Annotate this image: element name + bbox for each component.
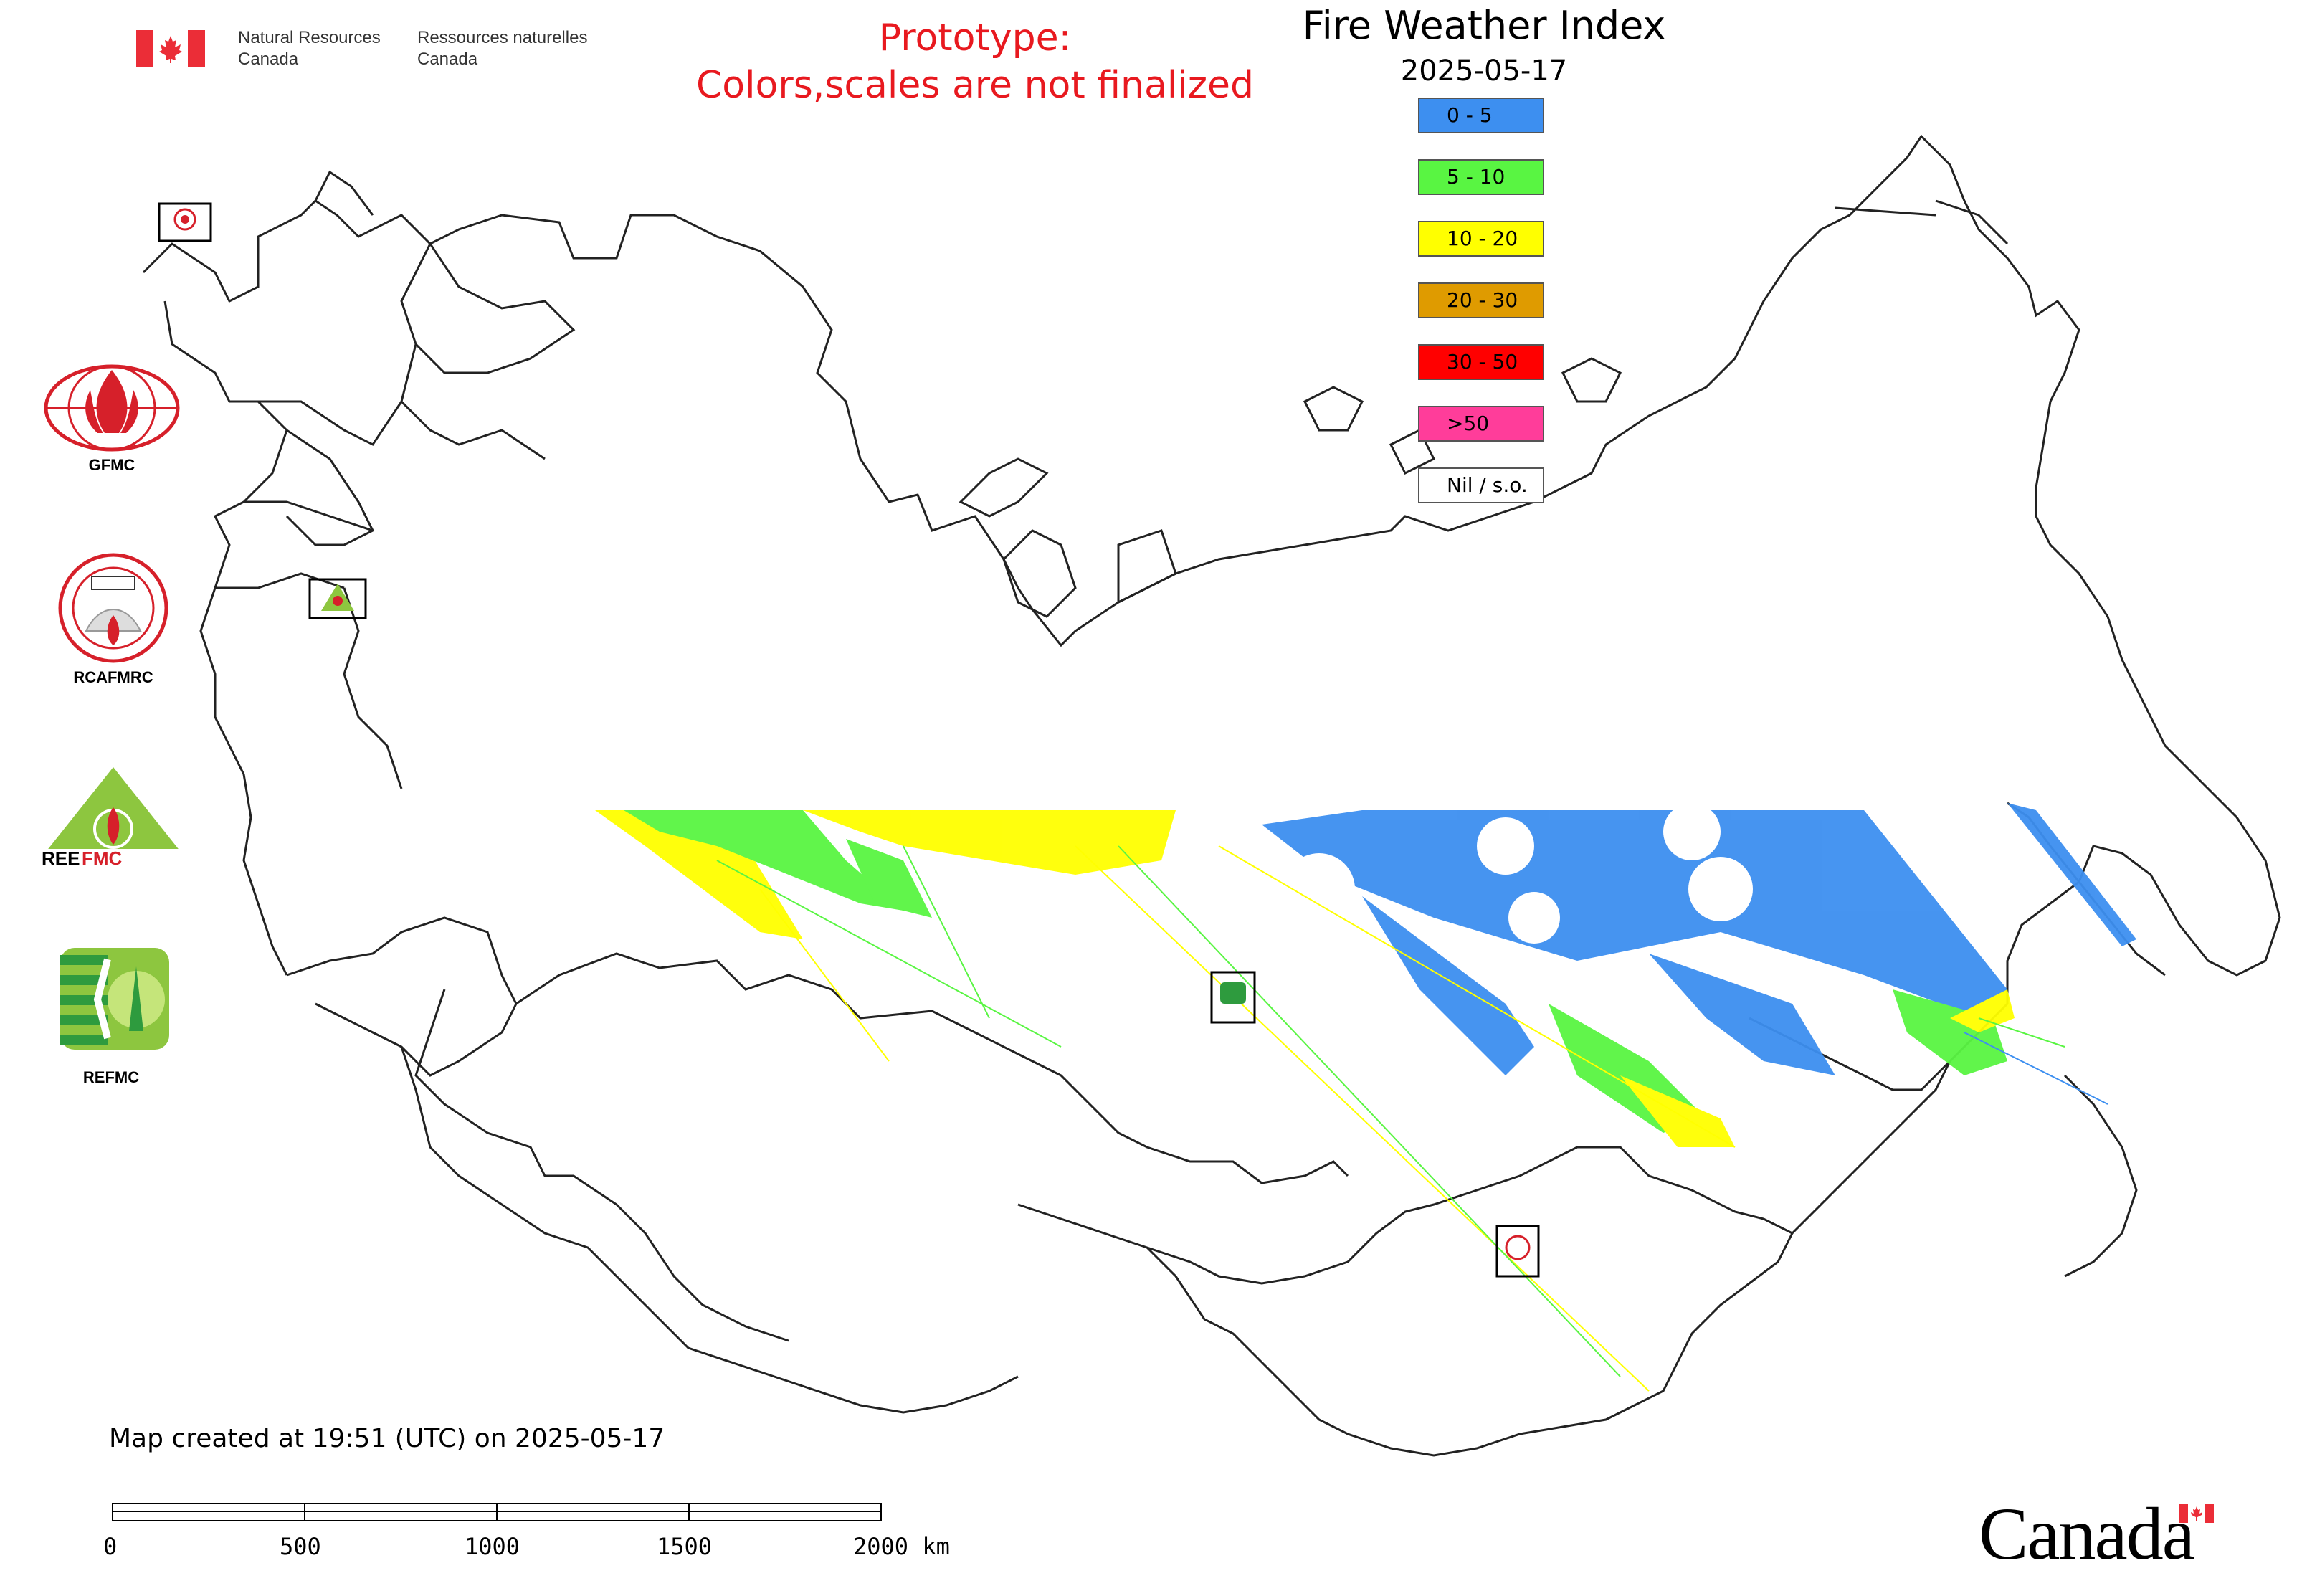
scale-label-500: 500: [280, 1533, 321, 1560]
svg-text:REE: REE: [42, 847, 80, 869]
refmc-label: REFMC: [82, 1068, 140, 1086]
canada-wordmark: Canada: [1979, 1493, 2195, 1575]
legend-item-10-20: 10 - 20: [1418, 221, 1544, 257]
scale-label-1000: 1000: [465, 1533, 520, 1560]
svg-text:FMC: FMC: [82, 847, 123, 869]
region-blue-east-2: [1362, 896, 1534, 1075]
scale-label-0: 0: [103, 1533, 118, 1560]
legend-item-gt50: >50: [1418, 406, 1544, 442]
rcafmrc-label: RCAFMRC: [73, 668, 153, 686]
prototype-notice: Prototype: Colors,scales are not finaliz…: [695, 16, 1255, 107]
region-yellow-west: [595, 810, 803, 939]
fwi-regions: [595, 803, 2136, 1147]
dept-name-en: Natural Resources Canada: [238, 28, 381, 69]
gov-header: Natural Resources Canada Ressources natu…: [136, 26, 587, 72]
gfmc-logo: [44, 364, 180, 452]
map-date: 2025-05-17: [1400, 54, 1568, 87]
region-yellow-mid: [803, 810, 1176, 875]
region-green-west: [624, 810, 903, 911]
scale-bar: [112, 1503, 882, 1523]
gap-white-3: [1283, 853, 1355, 925]
scale-label-2000: 2000 km: [853, 1533, 950, 1560]
refmc-logo: [60, 948, 169, 1050]
legend-item-30-50: 30 - 50: [1418, 344, 1544, 380]
region-blue-east: [1262, 810, 2007, 1018]
country-borders: [142, 134, 2281, 1457]
gap-white-5: [1508, 892, 1560, 944]
map-logo-boxes: [158, 202, 1540, 1278]
legend-item-0-5: 0 - 5: [1418, 98, 1544, 133]
region-yellow-fareast: [1950, 989, 2015, 1032]
region-blue-east-3: [1649, 954, 1835, 1075]
gfmc-label: GFMC: [88, 456, 135, 474]
gap-white-4: [1663, 803, 1721, 860]
canada-flag-icon: [136, 30, 205, 67]
legend-item-5-10: 5 - 10: [1418, 159, 1544, 195]
map-box-icons: [173, 208, 1531, 1260]
gap-white-2: [1688, 857, 1753, 921]
wordmark-flag-icon: [2179, 1504, 2214, 1523]
region-green-fareast: [1893, 989, 2007, 1075]
legend-item-nil: Nil / s.o.: [1418, 467, 1544, 503]
region-green-mid: [846, 839, 932, 918]
region-blue-sakhalin: [2007, 803, 2136, 946]
map-box-reefmc: [308, 578, 367, 619]
map-box-rcafmrc: [1495, 1225, 1540, 1278]
map-created-text: Map created at 19:51 (UTC) on 2025-05-17: [109, 1424, 665, 1453]
scale-label-1500: 1500: [657, 1533, 713, 1560]
fwi-streaks: [716, 845, 2108, 1392]
region-yellow-east: [1620, 1075, 1735, 1147]
map-box-refmc: [1210, 971, 1256, 1024]
rcafmrc-logo: [58, 553, 168, 663]
map-box-gfmc: [158, 202, 212, 242]
gap-white-1: [1477, 817, 1534, 875]
legend-item-20-30: 20 - 30: [1418, 282, 1544, 318]
map-title: Fire Weather Index: [1302, 3, 1666, 48]
reefmc-logo: REE FMC: [37, 767, 191, 869]
dept-name-fr: Ressources naturelles Canada: [417, 28, 588, 69]
